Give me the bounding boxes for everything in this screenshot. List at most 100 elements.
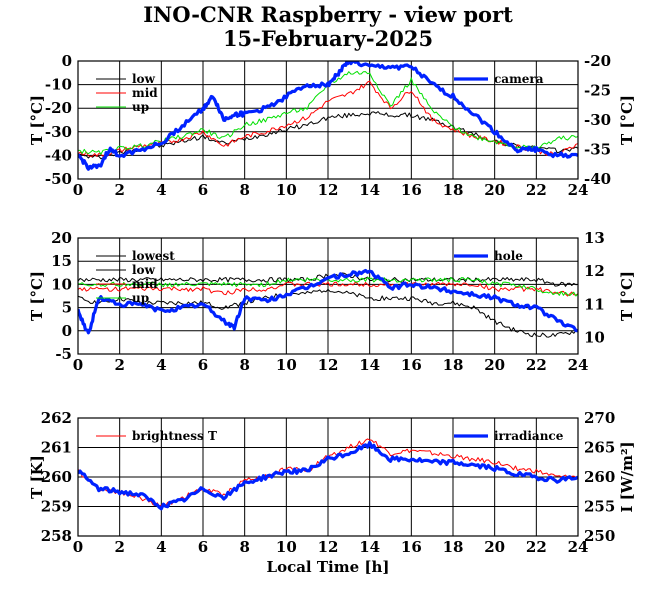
y-axis-label: T [K] — [28, 455, 46, 499]
x-tick-label: 24 — [568, 356, 589, 374]
y-tick-label: 260 — [41, 468, 72, 486]
x-tick-label: 18 — [443, 181, 464, 199]
y-tick-label: 261 — [41, 439, 72, 457]
x-tick-label: 10 — [276, 538, 297, 556]
y2-axis-label: I [W/m²] — [618, 441, 636, 512]
x-tick-label: 14 — [359, 181, 380, 199]
y-tick-label: -20 — [45, 99, 72, 117]
y2-axis-label: T [°C] — [618, 271, 636, 321]
y-tick-label: 0 — [62, 322, 72, 340]
y2-tick-label: -25 — [584, 82, 611, 100]
y2-tick-label: -20 — [584, 52, 611, 70]
x-tick-label: 0 — [73, 538, 83, 556]
x-tick-label: 24 — [568, 181, 589, 199]
series-group — [78, 438, 578, 511]
y-tick-label: 10 — [51, 275, 72, 293]
x-tick-label: 10 — [276, 181, 297, 199]
series-line-mid — [78, 281, 578, 297]
y-axis-label: T [°C] — [28, 95, 46, 145]
legend-label-up: up — [132, 100, 149, 114]
y-tick-label: -30 — [45, 123, 72, 141]
legend-label-lowest: lowest — [132, 249, 175, 263]
y2-tick-label: 255 — [584, 498, 615, 516]
x-tick-label: 2 — [114, 538, 124, 556]
y-tick-label: -40 — [45, 146, 72, 164]
chart-subtitle: 15-February-2025 — [223, 26, 433, 51]
y-tick-label: 262 — [41, 409, 72, 427]
y-tick-label: -10 — [45, 76, 72, 94]
x-tick-label: 8 — [239, 181, 249, 199]
x-tick-label: 22 — [526, 538, 547, 556]
y2-tick-label: -40 — [584, 170, 611, 188]
x-tick-label: 22 — [526, 356, 547, 374]
panel-1: 0 2 4 6 8 10 12 14 16 18 20 22 240-10-20-30-40-50-20… — [28, 52, 636, 199]
x-tick-label: 4 — [156, 181, 166, 199]
x-tick-label: 20 — [484, 538, 505, 556]
plot-frame — [77, 237, 579, 355]
x-tick-label: 0 — [73, 356, 83, 374]
y2-tick-label: -35 — [584, 141, 611, 159]
series-line-hole — [78, 268, 578, 335]
legend-label-mid: mid — [132, 277, 158, 291]
series-line-lowest — [78, 288, 578, 338]
x-tick-label: 6 — [198, 356, 208, 374]
y2-tick-label: 265 — [584, 439, 615, 457]
x-tick-label: 24 — [568, 538, 589, 556]
legend-label-low: low — [132, 72, 156, 86]
x-tick-label: 14 — [359, 538, 380, 556]
y-tick-label: -50 — [45, 170, 72, 188]
legend-label-low: low — [132, 263, 156, 277]
y-tick-label: 5 — [62, 299, 72, 317]
x-tick-label: 0 — [73, 181, 83, 199]
legend-label-brightness-T: brightness T — [132, 429, 217, 443]
legend-label-irradiance: irradiance — [494, 429, 564, 443]
series-group — [78, 61, 578, 171]
x-tick-label: 12 — [318, 538, 339, 556]
x-tick-label: 18 — [443, 538, 464, 556]
panel-2: 0 2 4 6 8 10 12 14 16 18 20 22 2420151050-513121110T… — [28, 229, 636, 374]
x-tick-label: 8 — [239, 356, 249, 374]
x-tick-label: 12 — [318, 356, 339, 374]
x-tick-label: 10 — [276, 356, 297, 374]
x-tick-label: 16 — [401, 356, 422, 374]
series-line-irradiance — [78, 440, 578, 511]
y-tick-label: 0 — [62, 52, 72, 70]
y2-tick-label: 10 — [584, 328, 605, 346]
chart-title: INO-CNR Raspberry - view port — [143, 2, 513, 27]
x-tick-label: 20 — [484, 356, 505, 374]
x-tick-label: 16 — [401, 538, 422, 556]
y-tick-label: 20 — [51, 229, 72, 247]
legend-label-camera: camera — [494, 72, 544, 86]
series-line-camera — [78, 61, 578, 171]
x-tick-label: 2 — [114, 356, 124, 374]
x-tick-label: 18 — [443, 356, 464, 374]
x-tick-label: 22 — [526, 181, 547, 199]
y2-tick-label: 11 — [584, 295, 605, 313]
y-tick-label: 15 — [51, 252, 72, 270]
y-tick-label: -5 — [55, 345, 72, 363]
plot-frame — [77, 60, 579, 180]
y-tick-label: 258 — [41, 527, 72, 545]
x-tick-label: 14 — [359, 356, 380, 374]
panel-3: 0 2 4 6 8 10 12 14 16 18 20 22 242622612602592582702… — [28, 409, 636, 556]
x-tick-label: 20 — [484, 181, 505, 199]
y2-tick-label: 12 — [584, 262, 605, 280]
plot-frame — [77, 417, 579, 537]
y2-tick-label: 260 — [584, 468, 615, 486]
y2-tick-label: 13 — [584, 229, 605, 247]
x-tick-label: 4 — [156, 356, 166, 374]
x-tick-label: 12 — [318, 181, 339, 199]
x-tick-label: 6 — [198, 538, 208, 556]
series-group — [78, 268, 578, 338]
x-tick-label: 8 — [239, 538, 249, 556]
x-tick-label: 2 — [114, 181, 124, 199]
y-tick-label: 259 — [41, 498, 72, 516]
y-axis-label: T [°C] — [28, 271, 46, 321]
x-tick-label: 4 — [156, 538, 166, 556]
x-axis-label: Local Time [h] — [267, 558, 390, 576]
y2-axis-label: T [°C] — [618, 95, 636, 145]
y2-tick-label: 250 — [584, 527, 615, 545]
legend-label-hole: hole — [494, 249, 523, 263]
x-tick-label: 6 — [198, 181, 208, 199]
